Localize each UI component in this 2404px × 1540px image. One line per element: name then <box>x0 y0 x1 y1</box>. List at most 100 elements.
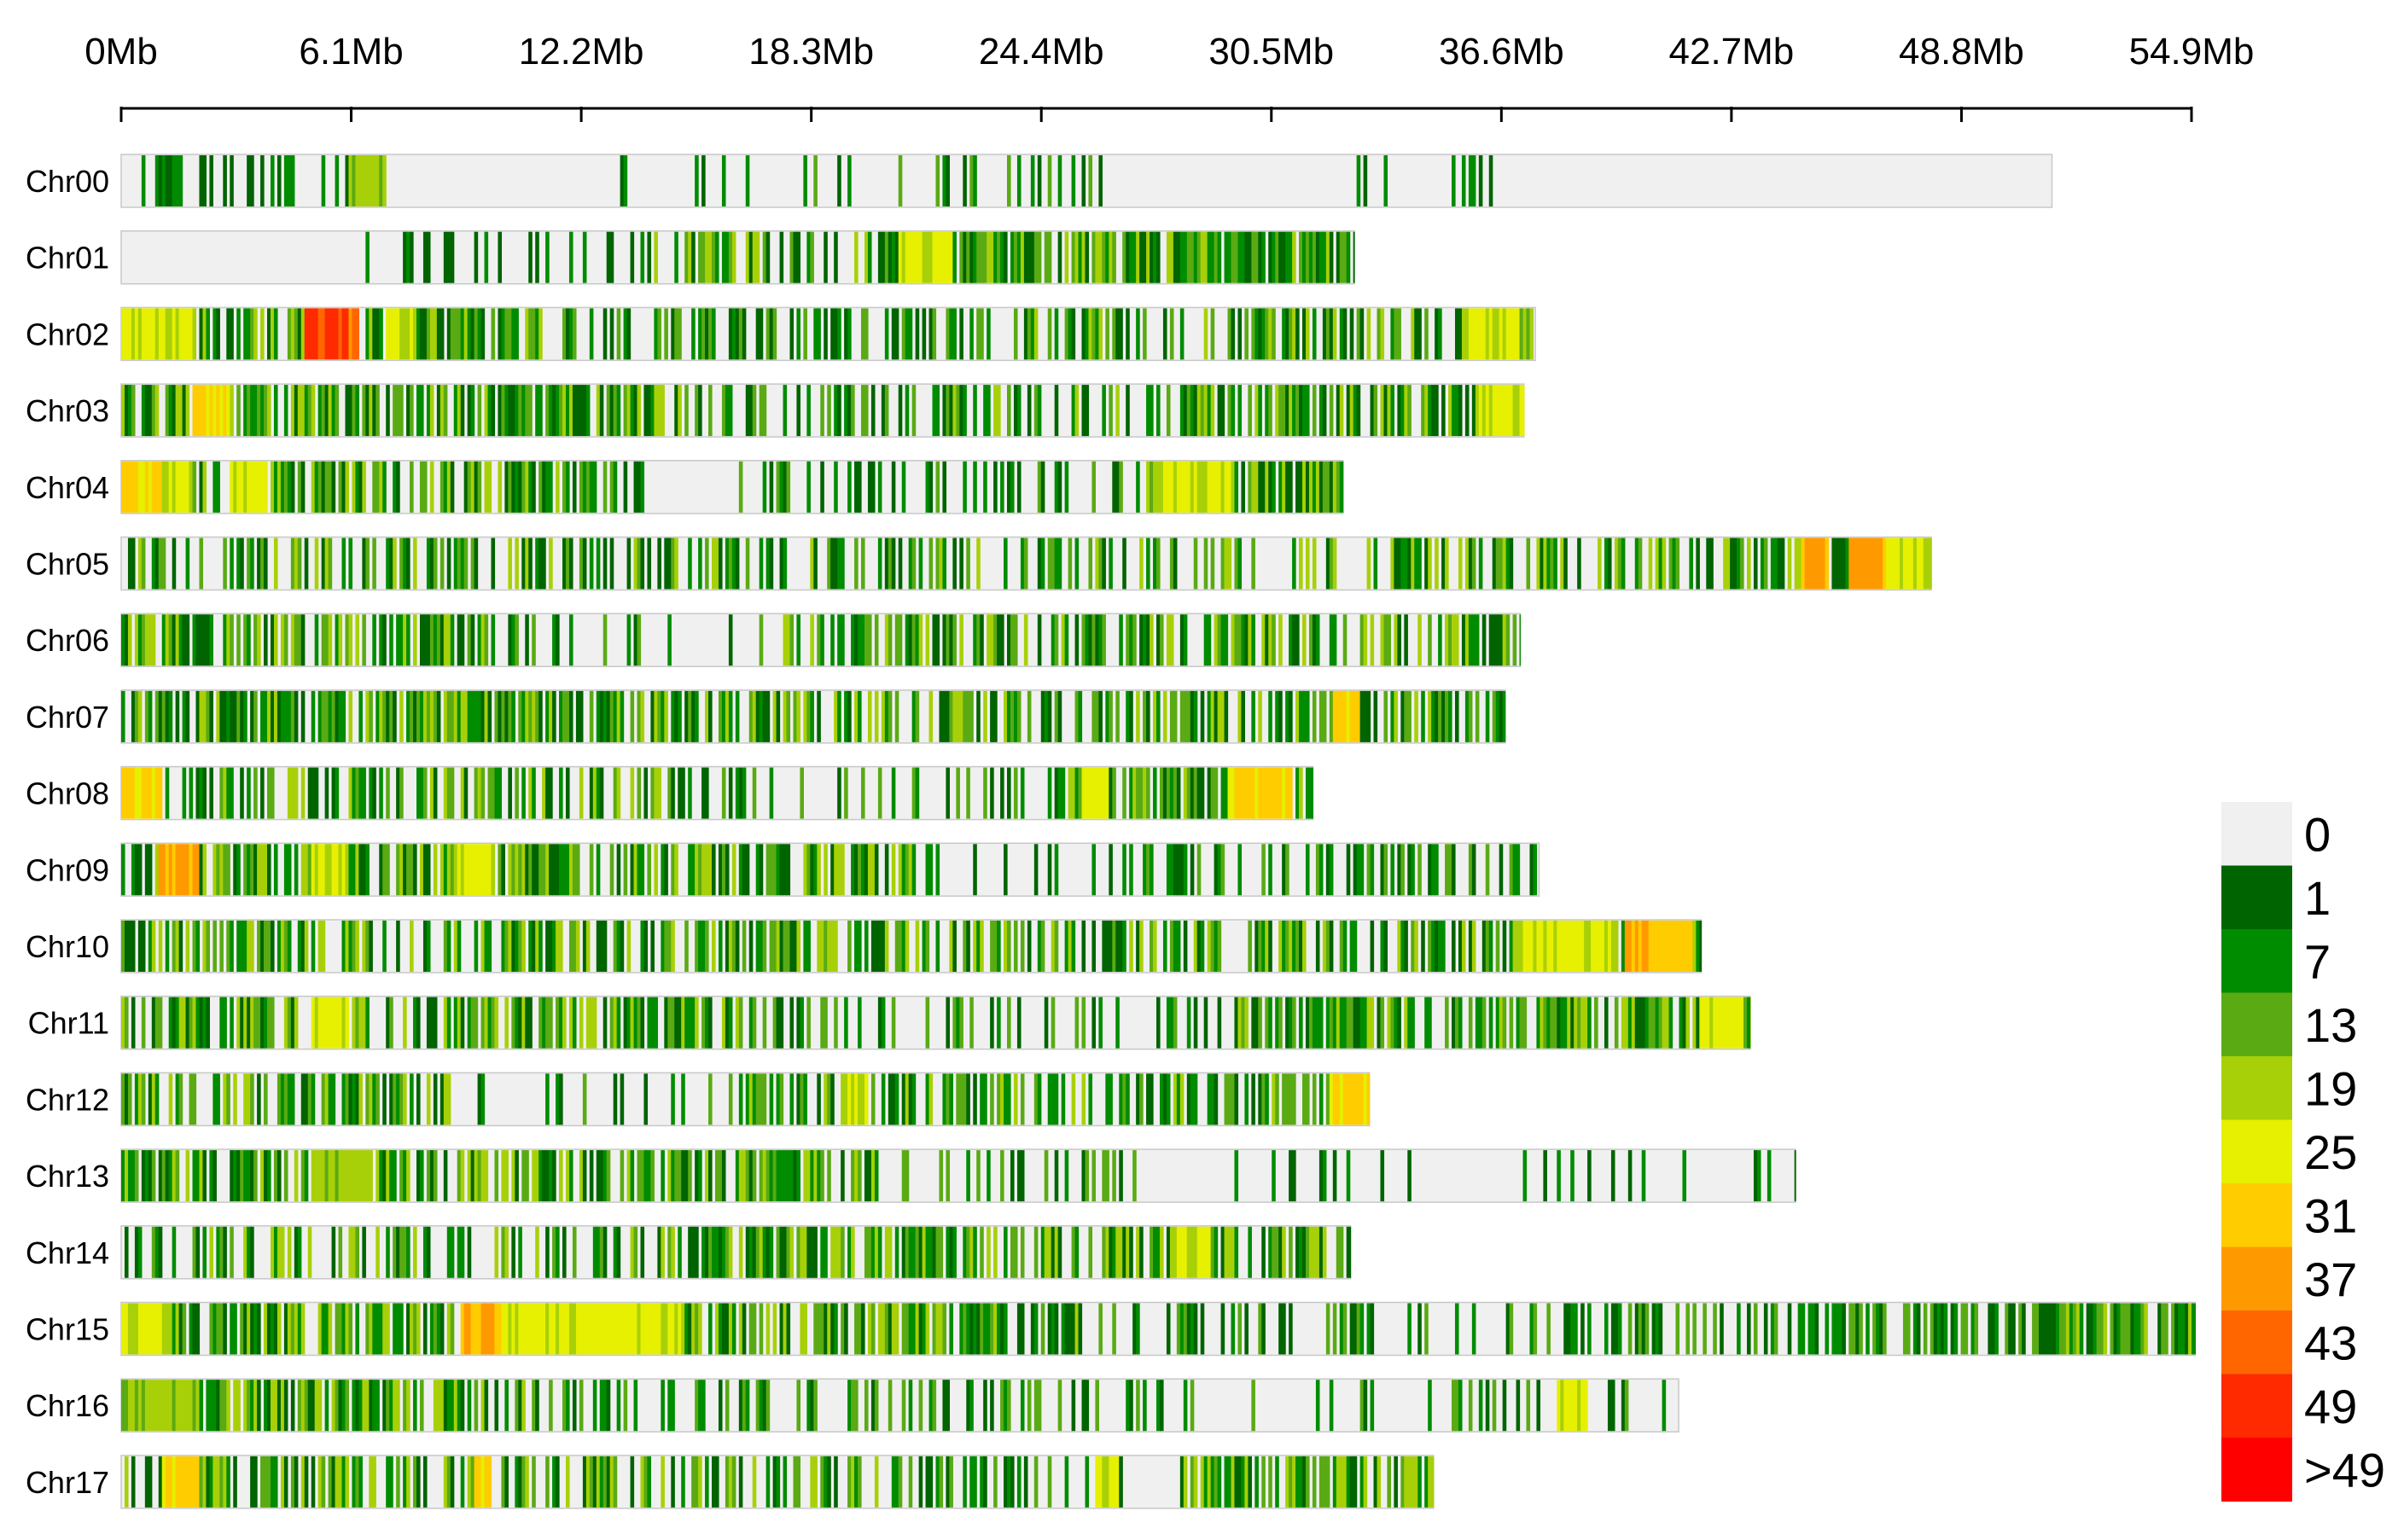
density-cell <box>1217 385 1222 437</box>
density-cell <box>1974 1303 1979 1355</box>
density-cell <box>1604 538 1609 590</box>
legend-label: 37 <box>2304 1252 2357 1306</box>
x-tick-label: 48.8Mb <box>1899 31 2024 73</box>
density-cell <box>765 538 771 590</box>
density-cell <box>599 385 604 437</box>
density-cell <box>783 1456 788 1508</box>
density-cell <box>783 1150 788 1202</box>
density-cell <box>209 767 213 819</box>
density-cell <box>446 231 451 283</box>
density-cell <box>1332 1456 1337 1508</box>
density-cell <box>470 308 475 360</box>
density-cell <box>1302 921 1307 972</box>
density-cell <box>939 231 944 283</box>
density-cell <box>678 690 682 742</box>
density-cell <box>195 614 201 666</box>
density-cell <box>1570 921 1575 972</box>
density-cell <box>1485 844 1490 896</box>
density-cell <box>175 921 180 972</box>
density-cell <box>1336 1226 1341 1278</box>
density-cell <box>331 1073 336 1125</box>
density-cell <box>1312 1073 1317 1125</box>
legend-label: 19 <box>2304 1061 2357 1115</box>
density-cell <box>575 844 580 896</box>
density-cell <box>1102 1150 1106 1202</box>
density-cell <box>1550 921 1554 972</box>
density-cell <box>276 1150 282 1202</box>
density-cell <box>1051 1226 1056 1278</box>
density-cell <box>1234 231 1239 283</box>
density-cell <box>209 1150 213 1202</box>
density-cell <box>134 1380 139 1432</box>
density-cell <box>1404 385 1408 437</box>
density-cell <box>508 385 512 437</box>
density-cell <box>260 844 265 896</box>
density-cell <box>1143 690 1147 742</box>
density-cell <box>1254 921 1259 972</box>
density-cell <box>630 385 635 437</box>
density-cell <box>226 844 230 896</box>
density-cell <box>1644 921 1650 972</box>
density-cell <box>918 231 923 283</box>
density-cell <box>980 921 984 972</box>
density-cell <box>568 844 573 896</box>
density-cell <box>1122 1073 1126 1125</box>
density-cell <box>854 1380 859 1432</box>
density-cell <box>993 614 998 666</box>
density-cell <box>911 1073 917 1125</box>
density-cell <box>399 767 404 819</box>
density-cell <box>925 1456 930 1508</box>
density-cell <box>1210 385 1215 437</box>
density-cell <box>684 997 689 1049</box>
density-cell <box>1852 538 1856 590</box>
density-cell <box>911 844 917 896</box>
density-cell <box>1346 1150 1351 1202</box>
density-cell <box>294 538 299 590</box>
density-cell <box>1397 997 1401 1049</box>
density-cell <box>1394 614 1398 666</box>
density-cell <box>810 1150 814 1202</box>
density-cell <box>1478 155 1483 206</box>
density-cell <box>345 1303 350 1355</box>
density-cell <box>630 844 635 896</box>
density-cell <box>688 997 692 1049</box>
density-cell <box>240 997 244 1049</box>
density-cell <box>728 1456 733 1508</box>
density-cell <box>467 844 472 896</box>
density-cell <box>1471 385 1476 437</box>
density-cell <box>834 1303 838 1355</box>
density-cell <box>1173 1073 1178 1125</box>
density-cell <box>589 690 594 742</box>
density-cell <box>884 844 889 896</box>
density-cell <box>270 1456 275 1508</box>
density-cell <box>247 1073 251 1125</box>
density-cell <box>1325 231 1330 283</box>
density-cell <box>575 921 580 972</box>
density-cell <box>413 1226 417 1278</box>
density-cell <box>1458 385 1463 437</box>
density-cell <box>1886 538 1890 590</box>
density-cell <box>983 1073 987 1125</box>
density-cell <box>328 1303 333 1355</box>
density-cell <box>1438 690 1442 742</box>
density-cell <box>748 1226 754 1278</box>
density-cell <box>609 844 614 896</box>
density-cell <box>779 231 784 283</box>
density-cell <box>1329 921 1334 972</box>
density-cell <box>1268 767 1272 819</box>
density-cell <box>199 461 204 513</box>
density-cell <box>654 997 658 1049</box>
density-cell <box>647 1150 652 1202</box>
density-cell <box>216 385 220 437</box>
density-cell <box>1200 385 1205 437</box>
density-cell <box>487 997 492 1049</box>
density-cell <box>854 614 859 666</box>
density-cell <box>382 614 387 666</box>
density-cell <box>2035 1303 2040 1355</box>
density-cell <box>253 1303 258 1355</box>
density-cell <box>596 538 601 590</box>
density-cell <box>684 1303 689 1355</box>
density-cell <box>1179 1303 1185 1355</box>
density-cell <box>1299 690 1303 742</box>
density-cell <box>779 844 784 896</box>
